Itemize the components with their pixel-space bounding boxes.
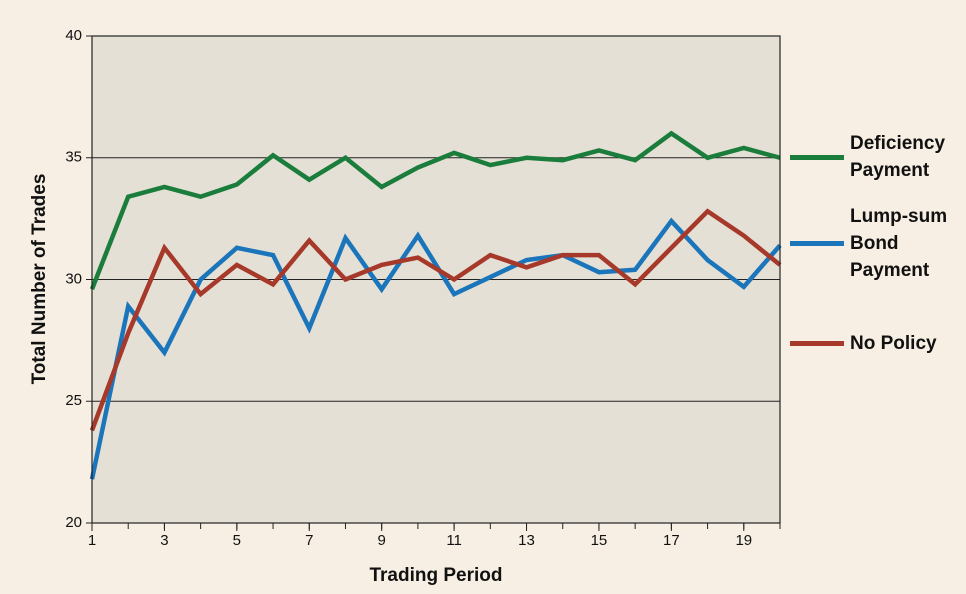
y-tick-label: 40 (65, 27, 82, 44)
series-line (89, 130, 781, 291)
y-tick-label: 20 (65, 514, 82, 531)
legend-swatch (790, 240, 844, 246)
legend-item: Lump-sum Bond Payment (790, 203, 962, 284)
x-tick-label: 9 (378, 532, 386, 549)
x-tick-label: 15 (591, 532, 608, 549)
y-tick-label: 30 (65, 270, 82, 287)
legend-item: Deficiency Payment (790, 130, 962, 184)
x-tick-label: 7 (305, 532, 313, 549)
legend-swatch (790, 340, 844, 346)
x-tick-label: 17 (663, 532, 680, 549)
x-tick-label: 5 (233, 532, 241, 549)
x-tick-label: 11 (446, 532, 462, 549)
plot-frame (91, 35, 781, 524)
y-tick-label: 25 (65, 392, 82, 409)
x-tick-label: 1 (88, 532, 96, 549)
x-tick-label: 19 (735, 532, 752, 549)
y-axis-label: Total Number of Trades (29, 174, 50, 385)
x-axis-label: Trading Period (369, 565, 502, 586)
y-tick-label: 35 (65, 149, 82, 166)
legend-item: No Policy (790, 330, 962, 357)
legend-label: Deficiency Payment (850, 133, 946, 181)
x-tick-label: 3 (160, 532, 168, 549)
x-tick-label: 13 (518, 532, 535, 549)
legend-swatch (790, 154, 844, 160)
series-line (89, 208, 782, 432)
legend-label: Lump-sum Bond Payment (850, 205, 948, 281)
legend-label: No Policy (850, 332, 937, 354)
series-line (89, 217, 782, 480)
